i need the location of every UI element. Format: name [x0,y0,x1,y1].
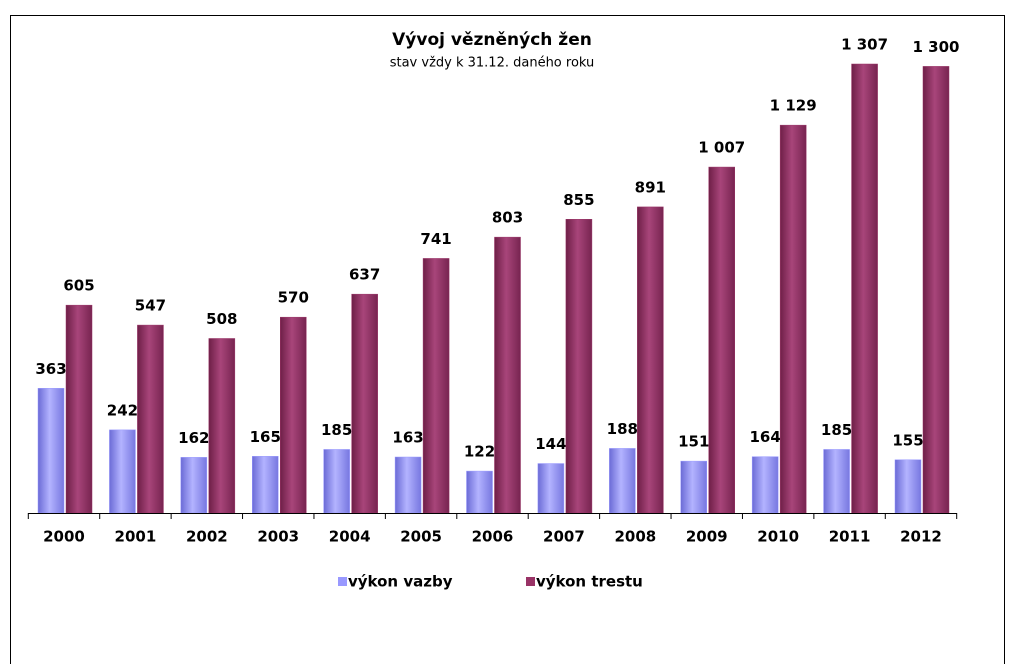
chart-frame [10,15,1005,664]
data-label: 188 [607,420,638,438]
legend-label: výkon vazby [348,573,453,591]
data-label: 185 [321,421,352,439]
data-label: 163 [392,429,423,447]
bar [851,63,878,514]
legend-swatch [526,577,535,586]
x-tick-label: 2008 [614,528,656,546]
bar [922,66,950,514]
bar [565,219,593,514]
x-tick-label: 2012 [900,528,942,546]
bar [422,258,450,514]
data-label: 242 [107,401,138,419]
x-tick-label: 2007 [543,528,585,546]
bar [751,456,779,514]
legend-label: výkon trestu [536,573,643,591]
data-label: 547 [135,297,166,315]
data-label: 144 [535,435,566,453]
data-label: 855 [563,191,594,209]
x-tick-label: 2006 [472,528,514,546]
data-label: 637 [349,266,380,284]
bar [494,236,521,514]
legend-swatch [338,577,347,586]
x-tick-label: 2010 [757,528,799,546]
bar [680,460,707,514]
bar [65,304,93,514]
bar [323,449,350,514]
bar [252,456,279,514]
data-label: 570 [278,289,309,307]
bar [779,124,807,514]
bar [609,448,636,514]
bar [637,206,664,514]
chart-title: Vývoj vězněných žen [392,30,592,50]
data-label: 162 [178,429,209,447]
x-tick-label: 2005 [400,528,442,546]
bar [894,459,922,514]
bar [351,293,378,514]
data-label: 165 [250,428,281,446]
data-label: 1 300 [913,38,960,56]
data-label: 164 [750,428,781,446]
bar [109,429,136,514]
x-tick-label: 2003 [257,528,299,546]
x-tick-label: 2001 [115,528,157,546]
data-label: 185 [821,421,852,439]
bar [208,338,236,514]
bar [537,463,565,514]
chart-subtitle: stav vždy k 31.12. daného roku [390,56,595,71]
data-label: 605 [63,277,94,295]
bar [394,456,422,514]
bar [823,449,850,514]
bar [137,324,164,514]
data-label: 122 [464,443,495,461]
x-tick-label: 2011 [829,528,871,546]
bar [37,388,65,514]
data-label: 151 [678,433,709,451]
bar [180,457,208,514]
data-label: 1 007 [698,139,745,157]
data-label: 363 [35,360,66,378]
x-tick-label: 2000 [43,528,85,546]
data-label: 1 307 [841,36,888,54]
bar [708,166,735,514]
bar [466,470,493,514]
data-label: 891 [635,178,666,196]
data-label: 508 [206,310,237,328]
bar [280,316,307,514]
data-label: 1 129 [770,97,817,115]
data-label: 741 [420,230,451,248]
x-tick-label: 2009 [686,528,728,546]
x-tick-label: 2002 [186,528,228,546]
data-label: 803 [492,209,523,227]
data-label: 155 [892,431,923,449]
x-tick-label: 2004 [329,528,371,546]
